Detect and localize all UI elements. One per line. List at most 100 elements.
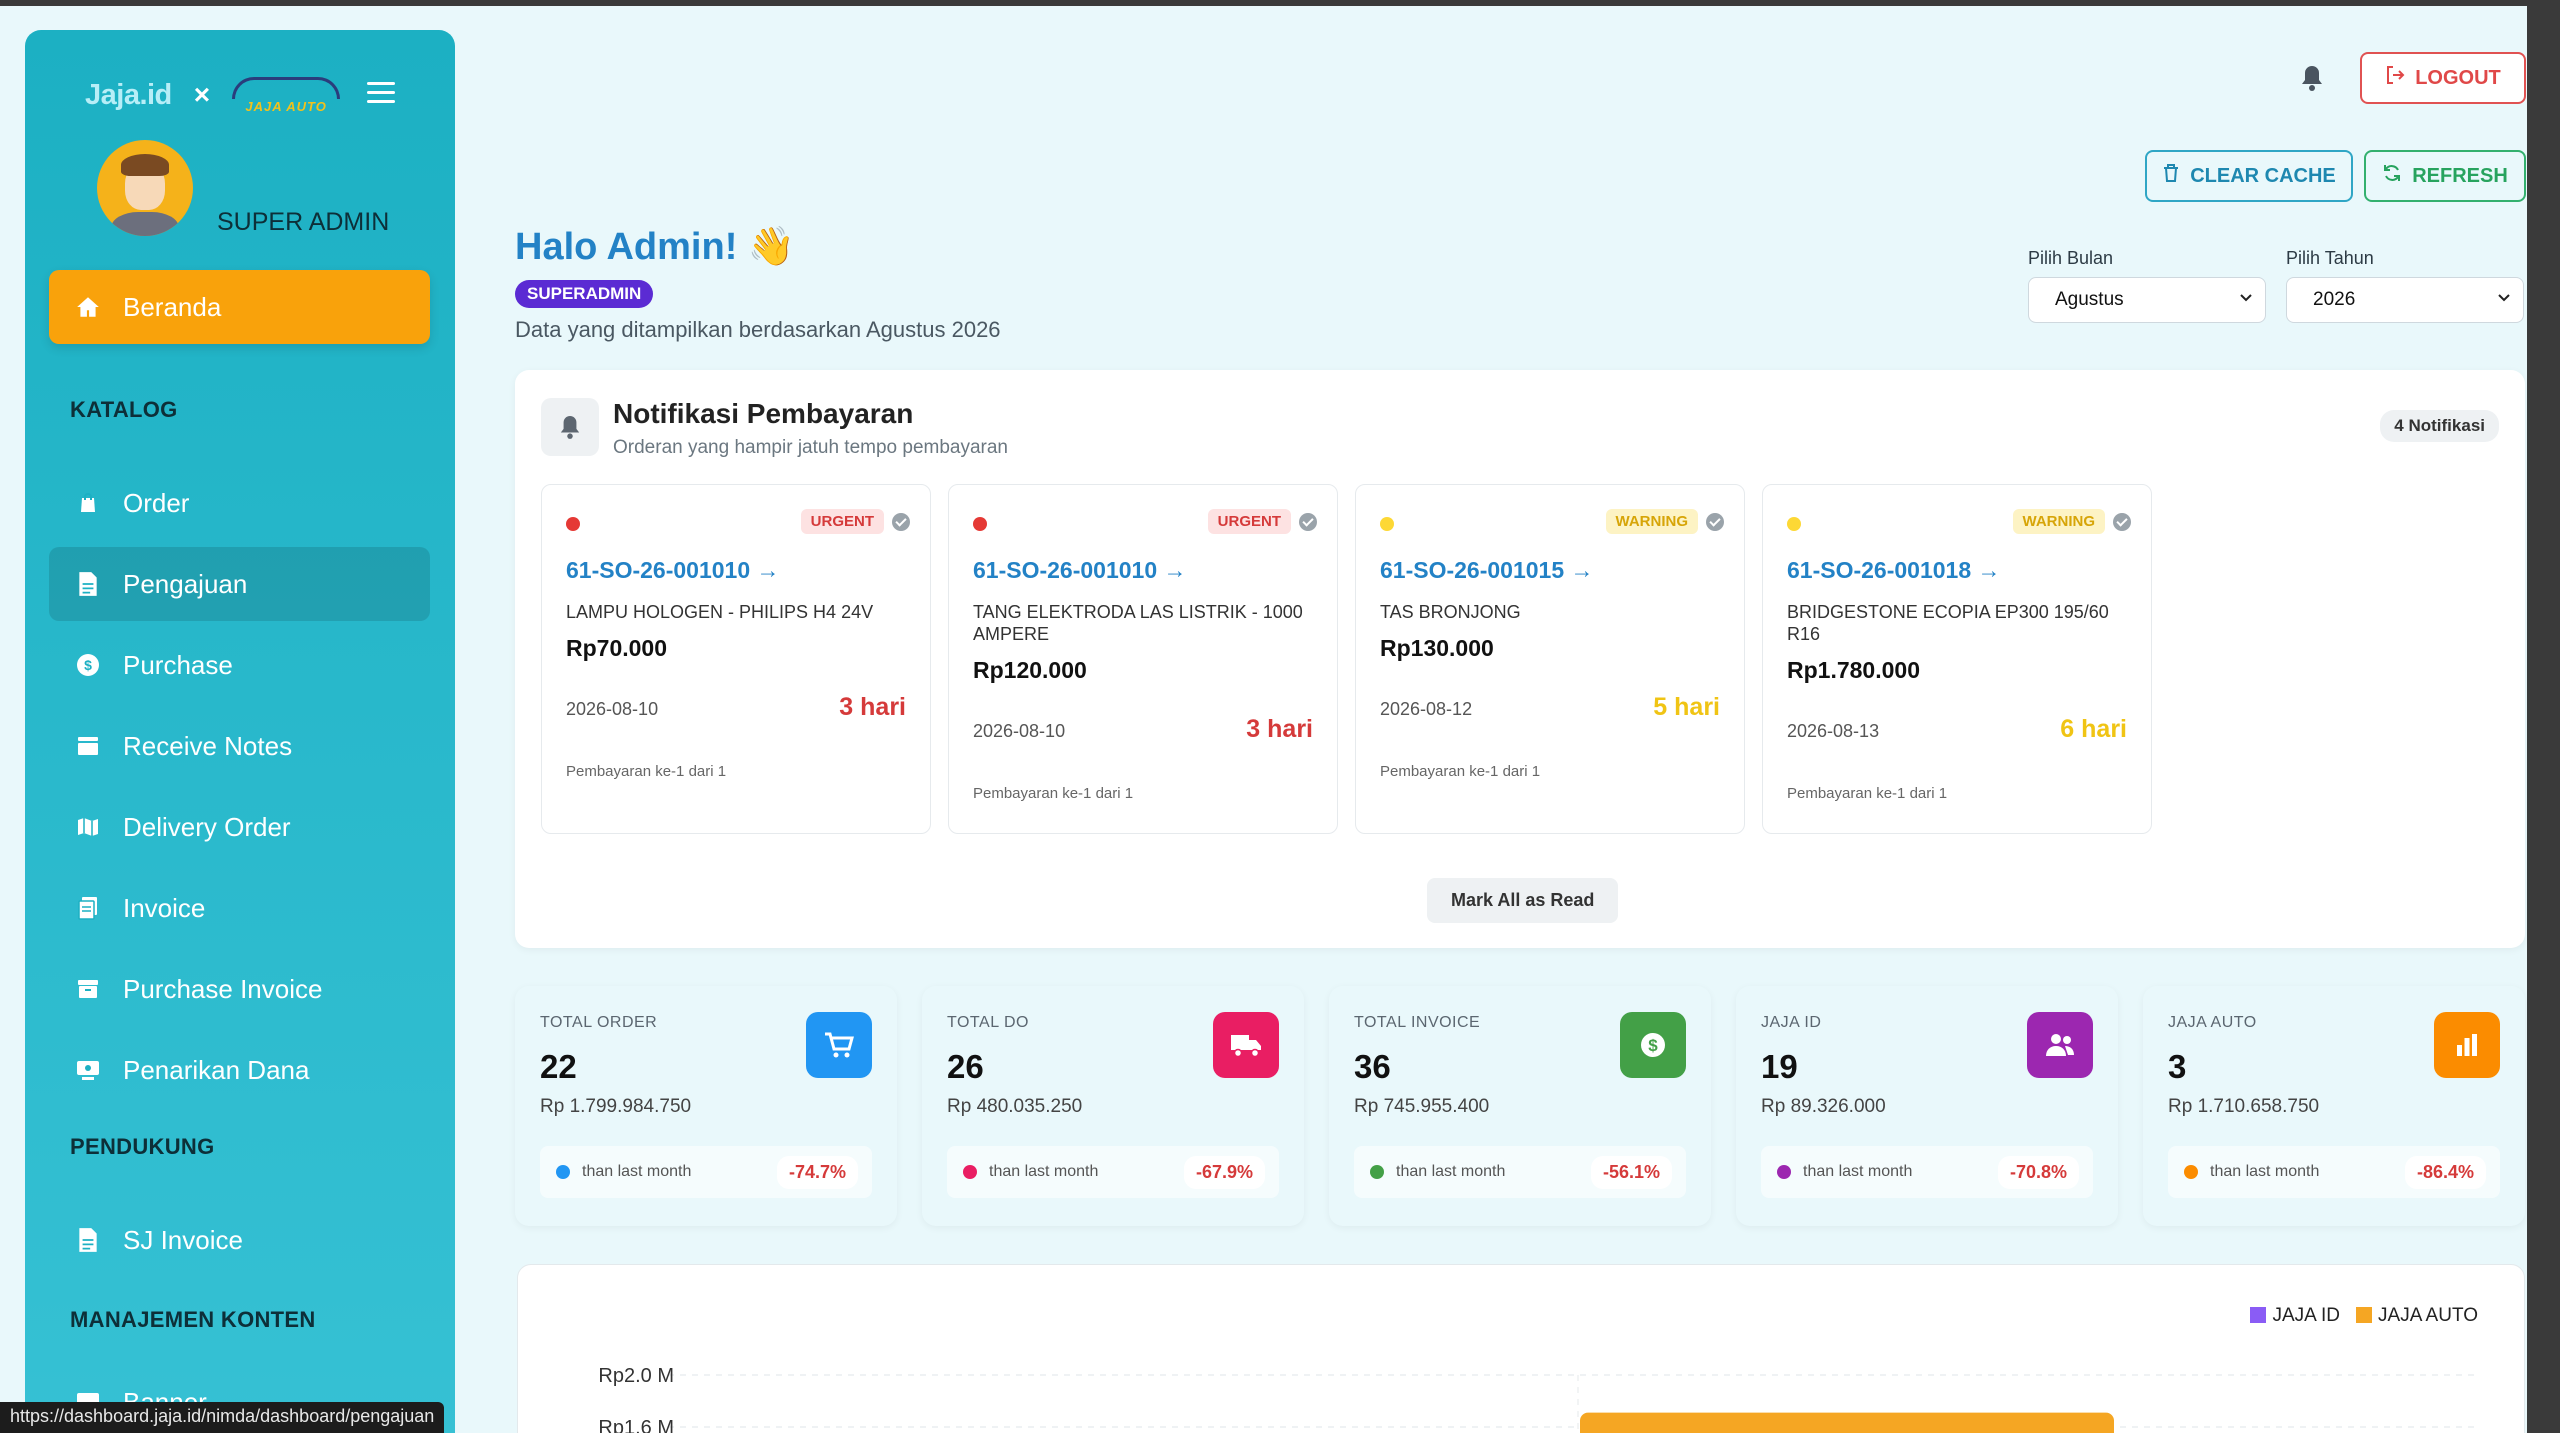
stat-card-jaja-id[interactable]: JAJA ID 19 Rp 89.326.000 than last month…: [1736, 986, 2118, 1226]
month-select-value: Agustus: [2055, 289, 2124, 310]
window-top-edge: [0, 0, 2560, 6]
truck-icon: [1213, 1012, 1279, 1078]
mark-all-read-button[interactable]: Mark All as Read: [1427, 878, 1619, 923]
sidebar-item-label: Pengajuan: [123, 568, 248, 599]
due-date: 2026-08-12: [1380, 699, 1473, 719]
clear-cache-button[interactable]: CLEAR CACHE: [2145, 150, 2353, 202]
price: Rp130.000: [1380, 635, 1494, 661]
due-date: 2026-08-10: [973, 721, 1066, 741]
file-icon: [75, 571, 101, 597]
stat-amount: Rp 1.799.984.750: [540, 1096, 692, 1117]
stat-dot: [556, 1165, 570, 1179]
sidebar-item-purchase-invoice[interactable]: Purchase Invoice: [49, 952, 430, 1026]
bar-jaja-auto[interactable]: [1580, 1412, 2114, 1433]
product-name: BRIDGESTONE ECOPIA EP300 195/60 R16: [1787, 602, 2109, 644]
logout-label: LOGOUT: [2415, 66, 2501, 89]
notification-card[interactable]: WARNING 61-SO-26-001015 → TAS BRONJONG R…: [1355, 484, 1745, 834]
data-period-note: Data yang ditampilkan berdasarkan Agustu…: [515, 317, 1001, 342]
svg-text:$: $: [84, 657, 92, 673]
sidebar-item-label: Receive Notes: [123, 730, 293, 761]
stat-change-badge: -86.4%: [2404, 1156, 2486, 1189]
jaja-auto-logo: JAJA AUTO: [232, 76, 341, 114]
clear-cache-label: CLEAR CACHE: [2190, 164, 2336, 187]
logout-button[interactable]: LOGOUT: [2360, 52, 2526, 104]
stat-amount: Rp 1.710.658.750: [2168, 1096, 2320, 1117]
notification-card[interactable]: WARNING 61-SO-26-001018 → BRIDGESTONE EC…: [1762, 484, 2152, 834]
status-badge: WARNING: [2012, 509, 2105, 534]
status-badge: URGENT: [1207, 509, 1291, 534]
inbox-icon: [75, 733, 101, 759]
sidebar-item-label: Delivery Order: [123, 811, 291, 842]
stat-label: TOTAL DO: [947, 1014, 1029, 1031]
order-code-link[interactable]: 61-SO-26-001015 →: [1380, 557, 1594, 583]
stat-footer: than last month -56.1%: [1354, 1146, 1686, 1198]
sidebar-item-purchase[interactable]: $ Purchase: [49, 628, 430, 702]
stat-change-badge: -74.7%: [776, 1156, 858, 1189]
notification-card[interactable]: URGENT 61-SO-26-001010 → LAMPU HOLOGEN -…: [541, 484, 931, 834]
order-code-link[interactable]: 61-SO-26-001010 →: [973, 557, 1187, 583]
chart-legend[interactable]: JAJA ID JAJA AUTO: [2250, 1305, 2478, 1327]
stat-card-total-invoice[interactable]: TOTAL INVOICE 36 Rp 745.955.400 $ than l…: [1329, 986, 1711, 1226]
bell-icon: [541, 398, 599, 456]
installment-info: Pembayaran ke-1 dari 1: [1787, 785, 1948, 802]
sidebar-item-label: Order: [123, 487, 190, 518]
svg-text:$: $: [1648, 1036, 1658, 1055]
installment-info: Pembayaran ke-1 dari 1: [1380, 763, 1541, 780]
map-icon: [75, 814, 101, 840]
month-select[interactable]: Agustus: [2028, 277, 2266, 323]
stat-value: 3: [2168, 1048, 2187, 1085]
section-title-pendukung: PENDUKUNG: [70, 1134, 215, 1159]
status-dot: [1380, 517, 1394, 531]
price: Rp70.000: [566, 635, 668, 661]
sidebar-item-order[interactable]: Order: [49, 466, 430, 540]
product-name: LAMPU HOLOGEN - PHILIPS H4 24V: [566, 602, 874, 622]
stat-card-jaja-auto[interactable]: JAJA AUTO 3 Rp 1.710.658.750 than last m…: [2143, 986, 2525, 1226]
sidebar-item-label: Purchase Invoice: [123, 973, 323, 1004]
check-circle-icon[interactable]: [1299, 513, 1317, 531]
stat-compare-text: than last month: [1803, 1163, 1913, 1180]
legend-item-jaja-auto[interactable]: JAJA AUTO: [2356, 1305, 2478, 1327]
legend-item-jaja-id[interactable]: JAJA ID: [2250, 1305, 2340, 1327]
brand-separator: ×: [193, 79, 211, 110]
stat-label: JAJA ID: [1761, 1014, 1822, 1031]
stat-value: 19: [1761, 1048, 1798, 1085]
notification-card[interactable]: URGENT 61-SO-26-001010 → TANG ELEKTRODA …: [948, 484, 1338, 834]
users-icon: [2027, 1012, 2093, 1078]
stat-change-badge: -67.9%: [1183, 1156, 1265, 1189]
refresh-button[interactable]: REFRESH: [2364, 150, 2526, 202]
notification-bell-icon[interactable]: [2300, 64, 2324, 92]
sidebar-item-pengajuan[interactable]: Pengajuan: [49, 547, 430, 621]
sidebar-item-penarikan-dana[interactable]: Penarikan Dana: [49, 1033, 430, 1107]
avatar[interactable]: [97, 140, 193, 236]
dollar-circle-icon: $: [75, 652, 101, 678]
stat-dot: [2184, 1165, 2198, 1179]
check-circle-icon[interactable]: [2113, 513, 2131, 531]
stat-compare-text: than last month: [989, 1163, 1099, 1180]
status-dot: [1787, 517, 1801, 531]
brand-logos[interactable]: Jaja.id × JAJA AUTO: [85, 72, 341, 118]
due-date: 2026-08-10: [566, 699, 659, 719]
stat-card-total-order[interactable]: TOTAL ORDER 22 Rp 1.799.984.750 than las…: [515, 986, 897, 1226]
dollar-icon: $: [1620, 1012, 1686, 1078]
year-select-value: 2026: [2313, 289, 2356, 310]
stat-card-total-do[interactable]: TOTAL DO 26 Rp 480.035.250 than last mon…: [922, 986, 1304, 1226]
year-select[interactable]: 2026: [2286, 277, 2524, 323]
legend-label: JAJA AUTO: [2378, 1305, 2478, 1326]
sidebar-item-receive-notes[interactable]: Receive Notes: [49, 709, 430, 783]
stat-footer: than last month -67.9%: [947, 1146, 1279, 1198]
sidebar-item-invoice[interactable]: Invoice: [49, 871, 430, 945]
receipt-icon: [75, 895, 101, 921]
order-code-link[interactable]: 61-SO-26-001010 →: [566, 557, 780, 583]
sidebar-item-beranda[interactable]: Beranda: [49, 270, 430, 344]
check-circle-icon[interactable]: [1706, 513, 1724, 531]
check-circle-icon[interactable]: [892, 513, 910, 531]
stat-compare-text: than last month: [2210, 1163, 2320, 1180]
order-code-link[interactable]: 61-SO-26-001018 →: [1787, 557, 2001, 583]
menu-toggle-icon[interactable]: [367, 82, 395, 106]
sidebar-item-delivery-order[interactable]: Delivery Order: [49, 790, 430, 864]
sidebar-item-label: SJ Invoice: [123, 1224, 243, 1255]
stat-label: JAJA AUTO: [2168, 1014, 2257, 1031]
sales-chart: JAJA ID JAJA AUTO Rp2.0 M Rp1.6 M: [517, 1264, 2525, 1433]
sidebar-item-sj-invoice[interactable]: SJ Invoice: [49, 1203, 430, 1277]
days-remaining: 5 hari: [1653, 693, 1720, 721]
